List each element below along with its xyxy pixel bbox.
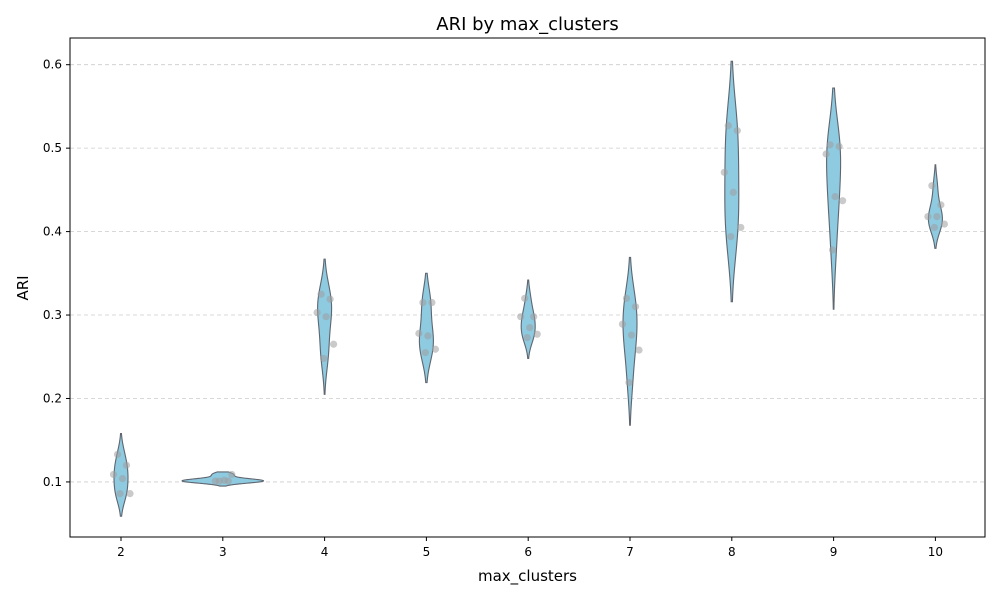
data-point-4 [330, 340, 338, 348]
data-point-9 [826, 141, 834, 149]
y-tick-label: 0.2 [43, 391, 62, 405]
data-point-3 [228, 470, 236, 479]
data-point-5 [421, 348, 429, 357]
data-point-4 [317, 290, 325, 298]
data-point-7 [635, 346, 643, 354]
x-tick-label: 3 [219, 545, 227, 559]
data-point-9 [831, 192, 839, 201]
point-layer [109, 122, 949, 498]
data-point-10 [933, 212, 941, 221]
x-tick-label: 6 [524, 545, 532, 559]
data-point-7 [622, 294, 631, 302]
y-tick-label: 0.1 [43, 475, 62, 489]
data-point-3 [220, 476, 228, 484]
y-tick-label: 0.3 [43, 308, 62, 322]
data-point-9 [829, 246, 837, 254]
data-point-4 [313, 308, 321, 317]
data-point-5 [424, 332, 432, 340]
data-point-7 [627, 331, 636, 339]
data-point-7 [625, 379, 633, 387]
y-tick-label: 0.4 [43, 225, 62, 239]
data-point-6 [526, 323, 534, 332]
data-point-4 [326, 295, 334, 303]
data-point-2 [118, 474, 127, 483]
data-point-10 [930, 223, 939, 232]
x-tick-label: 9 [830, 545, 838, 559]
tick-layer: 0.1 0.2 0.3 0.4 0.5 0.6 2 3 4 5 6 7 8 9 10 [43, 58, 943, 559]
data-point-2 [109, 470, 118, 479]
data-point-8 [720, 168, 728, 176]
data-point-8 [729, 188, 737, 196]
x-tick-label: 5 [423, 545, 431, 559]
violin-body-8 [724, 60, 740, 303]
data-point-6 [530, 313, 538, 321]
data-point-10 [924, 212, 932, 221]
data-point-5 [431, 345, 439, 353]
y-axis-title: ARI [14, 275, 32, 300]
data-point-9 [822, 150, 830, 158]
data-point-8 [737, 223, 745, 232]
data-point-6 [533, 330, 541, 338]
data-point-2 [113, 450, 122, 458]
data-point-4 [320, 354, 328, 363]
x-tick-label: 4 [321, 545, 329, 559]
data-point-5 [419, 298, 427, 307]
data-point-10 [937, 201, 945, 209]
data-point-10 [928, 182, 936, 190]
data-point-7 [618, 320, 627, 328]
plot-frame [69, 37, 986, 538]
x-tick-label: 10 [928, 545, 943, 559]
data-point-9 [839, 197, 847, 205]
data-point-9 [835, 142, 843, 151]
data-point-3 [211, 477, 219, 485]
data-point-2 [126, 490, 134, 498]
chart-title: ARI by max_clusters [436, 14, 618, 35]
x-tick-label: 2 [117, 545, 125, 559]
y-tick-label: 0.6 [43, 58, 62, 72]
data-point-8 [727, 233, 735, 241]
x-tick-label: 7 [626, 545, 634, 559]
data-point-8 [724, 122, 732, 130]
data-point-8 [733, 127, 741, 135]
data-point-10 [940, 220, 949, 228]
data-point-6 [521, 294, 529, 302]
data-point-7 [631, 303, 640, 311]
x-axis-title: max_clusters [478, 567, 577, 586]
x-tick-label: 8 [728, 545, 736, 559]
data-point-6 [517, 313, 525, 321]
data-point-4 [322, 313, 330, 321]
y-tick-label: 0.5 [43, 141, 62, 155]
data-point-5 [428, 298, 436, 307]
data-point-6 [523, 333, 531, 342]
data-point-2 [122, 461, 131, 469]
data-point-5 [415, 329, 423, 337]
data-point-2 [116, 490, 124, 498]
